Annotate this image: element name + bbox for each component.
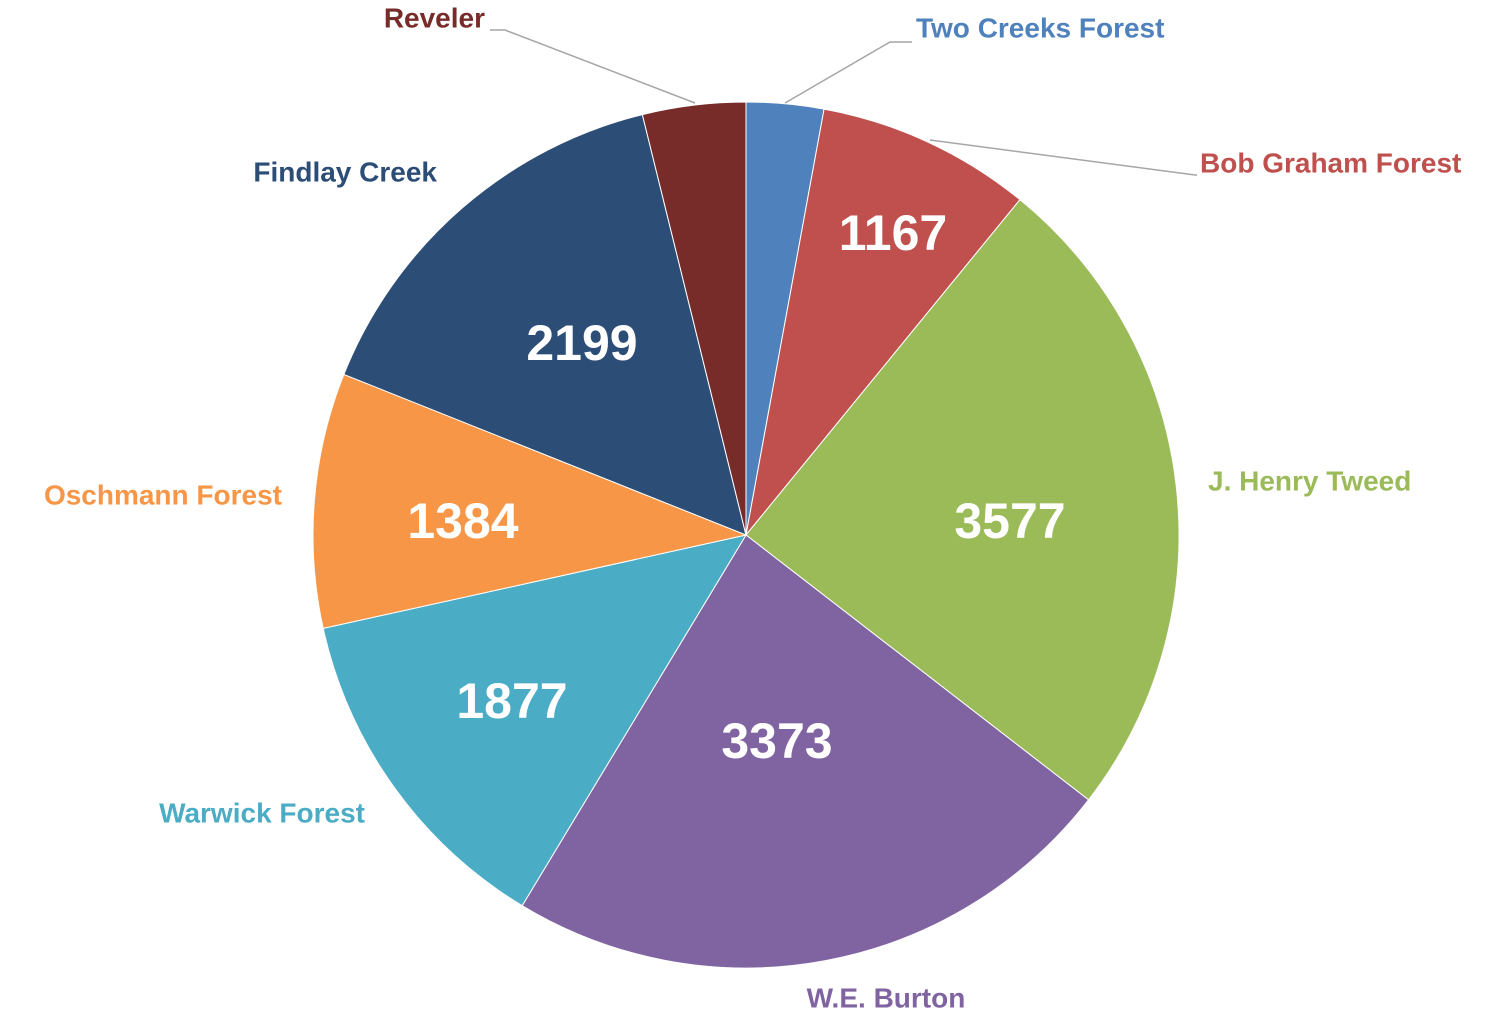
value-label: 2199 — [526, 315, 637, 371]
leader-line — [929, 139, 1197, 176]
category-label: Bob Graham Forest — [1200, 147, 1461, 178]
pie-slice — [745, 198, 1180, 801]
value-label: 1384 — [407, 493, 518, 549]
leader-line — [784, 41, 912, 104]
value-label: 3373 — [721, 713, 832, 769]
value-label: 1167 — [839, 205, 947, 261]
category-label: Two Creeks Forest — [916, 12, 1164, 43]
category-label: Reveler — [384, 2, 485, 33]
pie-slice — [343, 113, 747, 536]
category-label: Warwick Forest — [159, 797, 365, 828]
pie-slice — [745, 108, 1021, 536]
pie-slice — [312, 373, 748, 630]
value-label: 1877 — [456, 673, 567, 729]
category-label: W.E. Burton — [807, 982, 966, 1013]
pie-slice — [521, 534, 1090, 969]
category-label: Oschmann Forest — [44, 479, 282, 510]
category-label: J. Henry Tweed — [1208, 465, 1411, 496]
leader-line — [490, 29, 696, 104]
pie-slice — [641, 101, 747, 536]
category-label: Findlay Creek — [253, 156, 437, 187]
value-label: 3577 — [954, 493, 1065, 549]
pie-slice — [322, 534, 748, 907]
